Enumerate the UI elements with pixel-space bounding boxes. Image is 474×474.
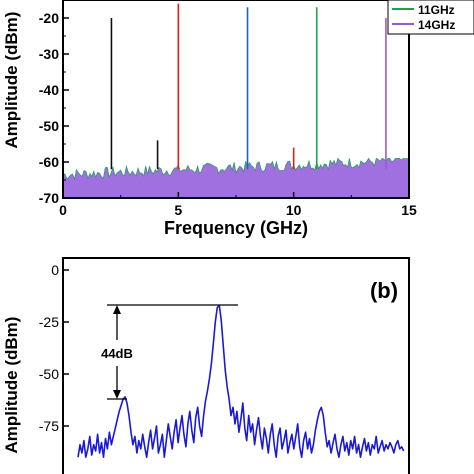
y-axis-ticks-b: 0 -25 -50 -75 bbox=[39, 262, 69, 434]
y-tick-label-a-5: -20 bbox=[39, 10, 59, 26]
x-tick-label-a-3: 15 bbox=[401, 202, 417, 218]
panel-label-b: (b) bbox=[370, 278, 398, 303]
legend-box bbox=[387, 0, 474, 35]
legend: 11GHz 14GHz bbox=[387, 0, 474, 35]
noise-floor-area bbox=[62, 157, 410, 199]
legend-label-11ghz: 11GHz bbox=[418, 3, 455, 17]
spectrum-trace-b bbox=[77, 304, 405, 459]
legend-label-14ghz: 14GHz bbox=[418, 18, 455, 32]
x-tick-label-a-0: 0 bbox=[59, 202, 67, 218]
plot-frame-b bbox=[62, 257, 410, 474]
y-tick-label-b-3: -75 bbox=[39, 418, 59, 434]
dynamic-range-annotation: 44dB bbox=[101, 304, 238, 400]
x-tick-label-a-1: 5 bbox=[174, 202, 182, 218]
peak-lines bbox=[110, 3, 387, 170]
legend-item-11ghz: 11GHz bbox=[392, 3, 455, 17]
spectrum-panel-b: 0 -25 -50 -75 Amplitude (dBm) (b) 44dB bbox=[2, 257, 410, 474]
y-tick-label-a-2: -50 bbox=[39, 118, 59, 134]
legend-item-14ghz: 14GHz bbox=[392, 18, 455, 32]
y-axis-label-a: Amplitude (dBm) bbox=[2, 12, 21, 149]
arrowhead-down bbox=[113, 390, 121, 399]
x-axis-ticks-a: 0 5 10 15 bbox=[59, 192, 417, 218]
x-axis-label-a: Frequency (GHz) bbox=[164, 218, 308, 238]
y-tick-label-b-2: -50 bbox=[39, 366, 59, 382]
y-tick-label-a-3: -40 bbox=[39, 82, 59, 98]
spectrum-panel-a: -70 -60 -50 -40 -30 -20 0 5 10 15 Frequency (GHz… bbox=[2, 0, 474, 238]
annotation-label-44db: 44dB bbox=[101, 346, 133, 361]
arrowhead-up bbox=[113, 305, 121, 314]
y-tick-label-b-1: -25 bbox=[39, 314, 59, 330]
y-tick-label-b-0: 0 bbox=[51, 262, 59, 278]
y-tick-label-a-0: -70 bbox=[39, 190, 59, 206]
y-tick-label-a-4: -30 bbox=[39, 46, 59, 62]
y-axis-label-b: Amplitude (dBm) bbox=[2, 317, 21, 454]
y-tick-label-a-1: -60 bbox=[39, 154, 59, 170]
noise-floor-fill bbox=[62, 157, 410, 199]
x-tick-label-a-2: 10 bbox=[286, 202, 302, 218]
y-axis-ticks-a: -70 -60 -50 -40 -30 -20 bbox=[39, 10, 69, 206]
